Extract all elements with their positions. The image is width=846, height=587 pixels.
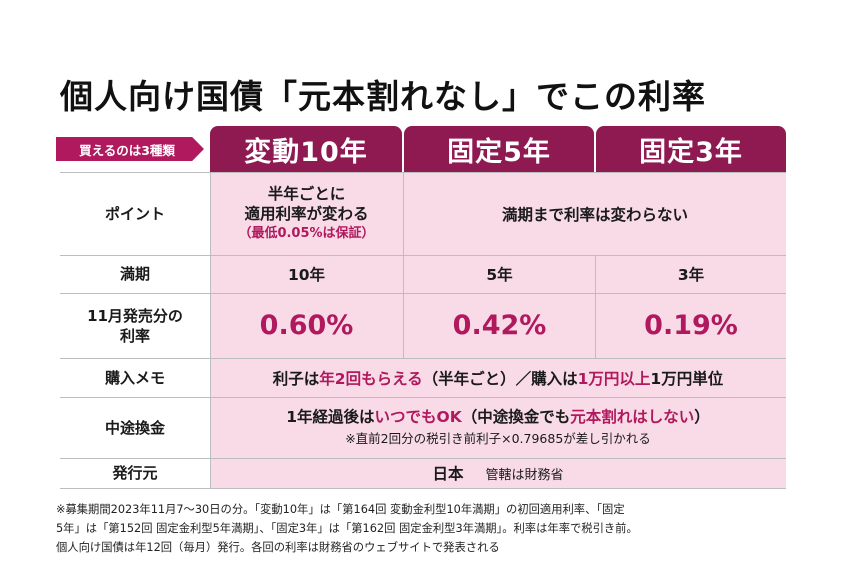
cell-rate-hendo: 0.60%: [259, 310, 354, 341]
memo-text-1: 利子は: [272, 369, 320, 388]
cell-maturity-hendo: 10年: [287, 266, 326, 284]
redeem-text-5: ）: [694, 407, 710, 426]
col-divider: [595, 255, 596, 358]
row-label-point: ポイント: [104, 204, 165, 223]
page-title: 個人向け国債「元本割れなし」でこの利率: [60, 77, 706, 116]
row-label-issuer: 発行元: [112, 464, 158, 482]
redeem-text-1: 1年経過後は: [286, 407, 375, 426]
types-badge: 買えるのは3種類: [56, 137, 204, 161]
redeem-sub-note: ※直前2回分の税引き前利子×0.79685が差し引かれる: [345, 430, 651, 446]
row-divider: [60, 397, 786, 398]
memo-text-3: （半年ごと）／購入は: [422, 369, 578, 388]
header-kotei5: 固定5年: [404, 126, 594, 172]
rate-label-line1: 11月発売分の: [87, 306, 183, 325]
row-divider: [60, 172, 786, 173]
cell-issuer: 日本 管轄は財務省: [210, 458, 786, 488]
row-label-redeem: 中途換金: [104, 418, 165, 437]
row-divider: [60, 358, 786, 359]
col-divider: [210, 172, 211, 488]
redeem-text-3: （中途換金でも: [461, 407, 571, 426]
memo-text-4: 1万円以上: [577, 369, 651, 388]
rate-label-line2: 利率: [119, 326, 150, 345]
cell-point-hendo: 半年ごとに 適用利率が変わる （最低0.05%は保証）: [210, 172, 403, 255]
cell-memo: 利子は 年2回もらえる （半年ごと）／購入は 1万円以上 1万円単位: [210, 358, 786, 397]
issuer-agency: 管轄は財務省: [485, 467, 564, 483]
footnote-line-3: 個人向け国債は年12回（毎月）発行。各回の利率は財務省のウェブサイトで発表される: [56, 541, 500, 554]
row-label-maturity: 満期: [119, 265, 150, 283]
cell-rate-kotei3: 0.19%: [644, 310, 738, 341]
col-divider: [403, 255, 404, 358]
cell-redeem: 1年経過後はいつでもOK（中途換金でも元本割れはしない） ※直前2回分の税引き前…: [210, 397, 786, 458]
memo-text-5: 1万円単位: [650, 369, 724, 388]
cell-maturity-kotei5: 5年: [486, 266, 513, 284]
row-divider: [60, 293, 786, 294]
footnote-line-1: ※募集期間2023年11月7〜30日の分。「変動10年」は「第164回 変動金利…: [56, 503, 625, 516]
cell-point-fixed: 満期まで利率は変わらない: [501, 205, 688, 224]
row-divider: [60, 255, 786, 256]
issuer-country: 日本: [432, 465, 464, 483]
col-divider: [403, 172, 404, 255]
cell-rate-kotei5: 0.42%: [452, 310, 547, 341]
redeem-text-2: いつでもOK: [374, 407, 462, 426]
cell-maturity-kotei3: 3年: [677, 266, 705, 284]
row-label-rate: 11月発売分の 利率: [60, 293, 210, 358]
redeem-main-line: 1年経過後はいつでもOK（中途換金でも元本割れはしない）: [286, 407, 710, 428]
row-divider: [60, 458, 786, 459]
footnote: ※募集期間2023年11月7〜30日の分。「変動10年」は「第164回 変動金利…: [56, 500, 796, 557]
point-hendo-line3: （最低0.05%は保証）: [238, 225, 375, 241]
redeem-text-4: 元本割れはしない: [570, 407, 695, 426]
row-label-memo: 購入メモ: [104, 368, 165, 387]
point-hendo-line1: 半年ごとに: [267, 184, 346, 203]
header-hendo10: 変動10年: [210, 126, 402, 172]
header-kotei3: 固定3年: [596, 126, 786, 172]
memo-text-2: 年2回もらえる: [319, 369, 423, 388]
table-body-bg: [210, 172, 786, 488]
footnote-line-2: 5年」は「第152回 固定金利型5年満期」、「固定3年」は「第162回 固定金利…: [56, 522, 638, 535]
point-hendo-line2: 適用利率が変わる: [244, 204, 369, 223]
row-divider: [60, 488, 786, 489]
